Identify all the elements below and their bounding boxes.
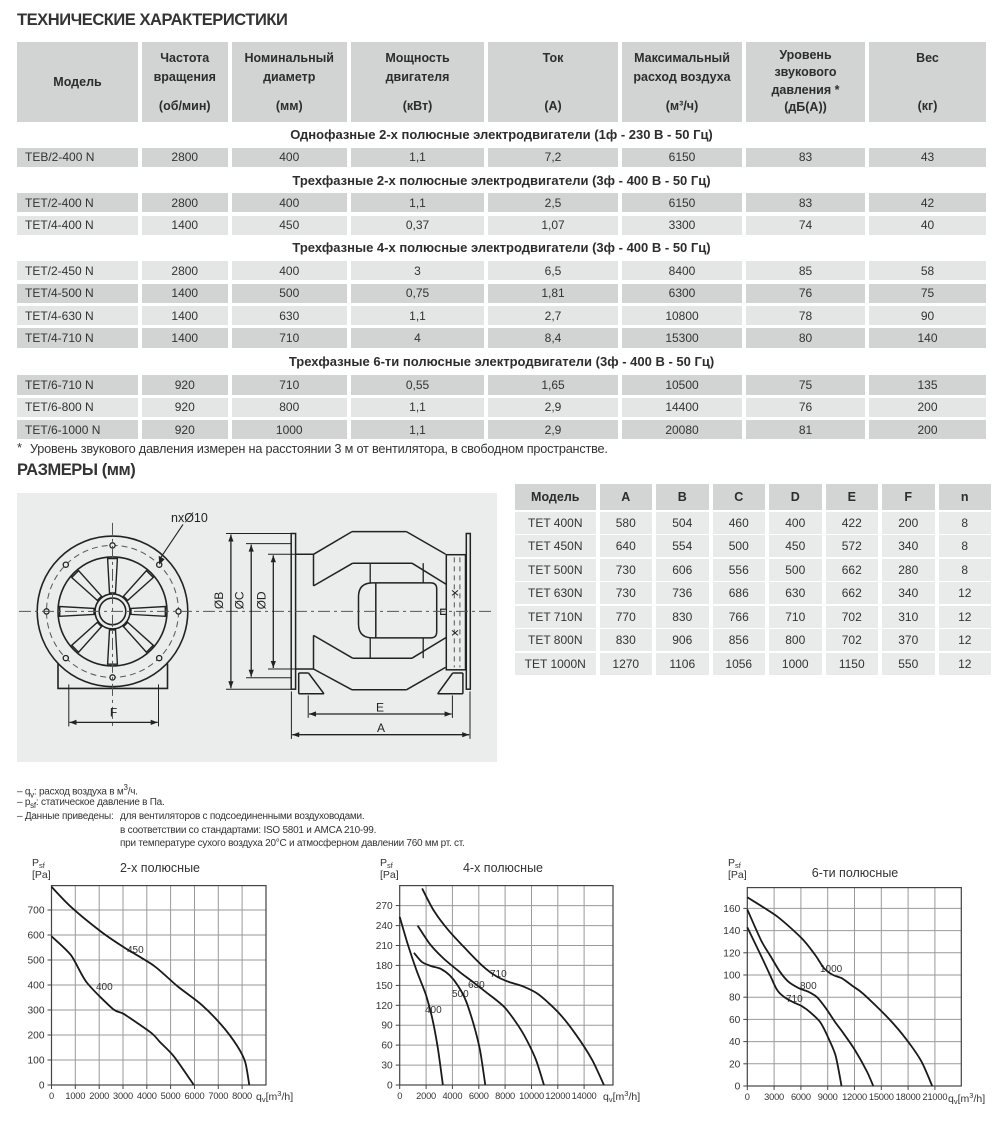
svg-text:800: 800 bbox=[800, 981, 817, 992]
svg-text:[Pa]: [Pa] bbox=[32, 869, 51, 881]
svg-text:450: 450 bbox=[127, 945, 144, 956]
svg-text:600: 600 bbox=[28, 931, 45, 942]
svg-text:160: 160 bbox=[723, 904, 740, 915]
svg-text:14000: 14000 bbox=[572, 1091, 597, 1101]
svg-text:0: 0 bbox=[39, 1081, 45, 1092]
svg-text:2000: 2000 bbox=[416, 1091, 436, 1101]
svg-text:ØC: ØC bbox=[233, 591, 247, 609]
svg-text:18000: 18000 bbox=[896, 1092, 921, 1102]
svg-text:8000: 8000 bbox=[232, 1091, 252, 1101]
svg-text:0: 0 bbox=[397, 1091, 402, 1101]
svg-text:6000: 6000 bbox=[185, 1091, 205, 1101]
svg-text:9000: 9000 bbox=[818, 1092, 838, 1102]
svg-text:2000: 2000 bbox=[89, 1091, 109, 1101]
svg-text:8000: 8000 bbox=[495, 1091, 515, 1101]
svg-text:240: 240 bbox=[376, 921, 393, 932]
svg-text:21000: 21000 bbox=[922, 1092, 947, 1102]
svg-text:10000: 10000 bbox=[519, 1091, 544, 1101]
svg-text:Psf: Psf bbox=[728, 857, 742, 870]
svg-text:6-ти полюсные: 6-ти полюсные bbox=[812, 866, 899, 880]
svg-text:[Pa]: [Pa] bbox=[728, 869, 747, 881]
svg-text:120: 120 bbox=[376, 1001, 393, 1012]
svg-text:1000: 1000 bbox=[65, 1091, 85, 1101]
svg-text:400: 400 bbox=[28, 981, 45, 992]
svg-text:0: 0 bbox=[387, 1081, 393, 1092]
svg-text:180: 180 bbox=[376, 961, 393, 972]
svg-text:20: 20 bbox=[729, 1059, 741, 1070]
svg-text:210: 210 bbox=[376, 941, 393, 952]
svg-text:4000: 4000 bbox=[442, 1091, 462, 1101]
svg-text:15000: 15000 bbox=[869, 1092, 894, 1102]
svg-text:100: 100 bbox=[28, 1056, 45, 1067]
svg-text:400: 400 bbox=[425, 1005, 442, 1016]
svg-text:500: 500 bbox=[28, 956, 45, 967]
svg-text:90: 90 bbox=[381, 1021, 393, 1032]
svg-text:60: 60 bbox=[381, 1041, 393, 1052]
svg-text:2-х полюсные: 2-х полюсные bbox=[120, 861, 200, 875]
svg-text:7000: 7000 bbox=[208, 1091, 228, 1101]
svg-text:Psf: Psf bbox=[32, 857, 46, 870]
svg-text:12000: 12000 bbox=[842, 1092, 867, 1102]
svg-text:120: 120 bbox=[723, 948, 740, 959]
svg-text:A: A bbox=[377, 720, 385, 734]
svg-text:0: 0 bbox=[49, 1091, 54, 1101]
svg-text:[Pa]: [Pa] bbox=[380, 869, 399, 881]
svg-text:4-х полюсные: 4-х полюсные bbox=[463, 861, 543, 875]
svg-text:500: 500 bbox=[452, 989, 469, 1000]
svg-text:270: 270 bbox=[376, 901, 393, 912]
svg-text:4000: 4000 bbox=[137, 1091, 157, 1101]
svg-text:710: 710 bbox=[786, 994, 803, 1005]
svg-text:710: 710 bbox=[490, 969, 507, 980]
svg-text:E: E bbox=[376, 700, 384, 714]
svg-text:60: 60 bbox=[729, 1015, 741, 1026]
svg-text:5000: 5000 bbox=[161, 1091, 181, 1101]
svg-text:qv[m3/h]: qv[m3/h] bbox=[256, 1089, 293, 1104]
svg-text:qv[m3/h]: qv[m3/h] bbox=[948, 1091, 985, 1106]
svg-text:Psf: Psf bbox=[380, 857, 394, 870]
svg-text:1000: 1000 bbox=[820, 964, 843, 975]
svg-text:qv[m3/h]: qv[m3/h] bbox=[603, 1089, 640, 1104]
svg-text:400: 400 bbox=[96, 982, 113, 993]
svg-text:nxØ10: nxØ10 bbox=[171, 510, 208, 524]
svg-text:3000: 3000 bbox=[764, 1092, 784, 1102]
svg-text:3000: 3000 bbox=[113, 1091, 133, 1101]
svg-text:200: 200 bbox=[28, 1031, 45, 1042]
svg-text:40: 40 bbox=[729, 1037, 741, 1048]
svg-text:6000: 6000 bbox=[469, 1091, 489, 1101]
svg-text:0: 0 bbox=[735, 1082, 741, 1093]
svg-text:ØB: ØB bbox=[212, 591, 226, 608]
svg-text:300: 300 bbox=[28, 1006, 45, 1017]
svg-text:150: 150 bbox=[376, 981, 393, 992]
svg-text:F: F bbox=[110, 705, 117, 719]
svg-text:80: 80 bbox=[729, 993, 741, 1004]
svg-text:140: 140 bbox=[723, 926, 740, 937]
svg-text:0: 0 bbox=[745, 1092, 750, 1102]
svg-text:30: 30 bbox=[381, 1061, 393, 1072]
svg-text:100: 100 bbox=[723, 971, 740, 982]
svg-text:12000: 12000 bbox=[545, 1091, 570, 1101]
svg-text:6000: 6000 bbox=[791, 1092, 811, 1102]
svg-text:ØD: ØD bbox=[255, 591, 269, 609]
svg-text:700: 700 bbox=[28, 906, 45, 917]
